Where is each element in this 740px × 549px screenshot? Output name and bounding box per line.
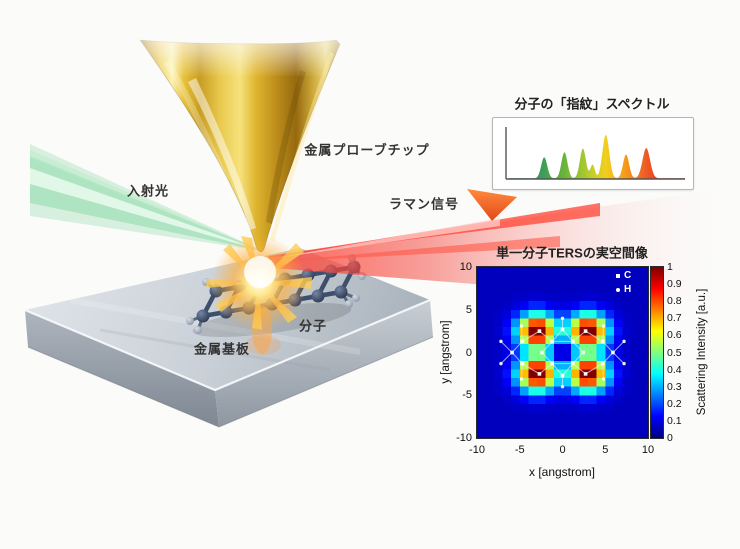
tick-label: 0.6 <box>667 329 682 342</box>
probe-tip-label: 金属プローブチップ <box>304 142 430 158</box>
tick-label: -10 <box>456 432 472 444</box>
molecule-label: 分子 <box>298 318 328 334</box>
spectrum-panel <box>492 117 694 190</box>
tick-label: -10 <box>469 444 485 456</box>
spectrum-curve <box>509 134 685 179</box>
tick-label: 10 <box>459 261 472 273</box>
tick-label: 0.2 <box>667 397 682 410</box>
spectrum-callout-arrow-icon <box>467 189 517 221</box>
tick-label: 0.7 <box>667 312 682 325</box>
raman-signal-label: ラマン信号 <box>388 196 460 212</box>
tick-label: 5 <box>465 303 472 316</box>
legend-item-c: C <box>616 270 631 281</box>
tick-label: 5 <box>602 444 609 456</box>
tip-glow <box>206 235 312 355</box>
tick-label: 0.5 <box>667 346 682 359</box>
x-axis-label: x [angstrom] <box>528 465 596 479</box>
tick-label: 0.3 <box>667 380 682 393</box>
tick-label: 0.9 <box>667 278 682 291</box>
spectrum-panel-title: 分子の「指紋」スペクトル <box>514 96 670 112</box>
y-axis-label: y [angstrom] <box>440 320 452 384</box>
tick-label: 0 <box>667 432 673 444</box>
tick-label: 10 <box>641 444 655 456</box>
tick-label: 1 <box>667 261 673 273</box>
substrate-label: 金属基板 <box>193 341 251 357</box>
tick-label: 0.1 <box>667 414 682 427</box>
tick-label: 0.4 <box>667 363 682 376</box>
legend-h-label: H <box>624 284 632 295</box>
hydrogen-marker-icon <box>616 287 620 292</box>
tick-label: -5 <box>514 444 525 456</box>
colorbar-gradient <box>651 267 663 438</box>
gold-probe-tip <box>125 14 355 253</box>
legend-item-h: H <box>616 284 631 295</box>
tick-label: 0 <box>465 346 472 359</box>
heatmap-title: 単一分子TERSの実空間像 <box>496 245 648 261</box>
tick-label: 0.8 <box>667 295 682 308</box>
legend-c-label: C <box>624 270 632 281</box>
incident-light-beam <box>30 144 263 251</box>
incident-light-label: 入射光 <box>126 183 170 199</box>
spectrum-plot <box>505 127 685 180</box>
tick-label: 0 <box>559 444 566 456</box>
carbon-marker-icon <box>616 273 620 278</box>
colorbar-axis-label: Scattering Intensity [a.u.] <box>696 288 708 416</box>
colorbar <box>650 266 664 439</box>
tick-label: -5 <box>462 389 472 402</box>
